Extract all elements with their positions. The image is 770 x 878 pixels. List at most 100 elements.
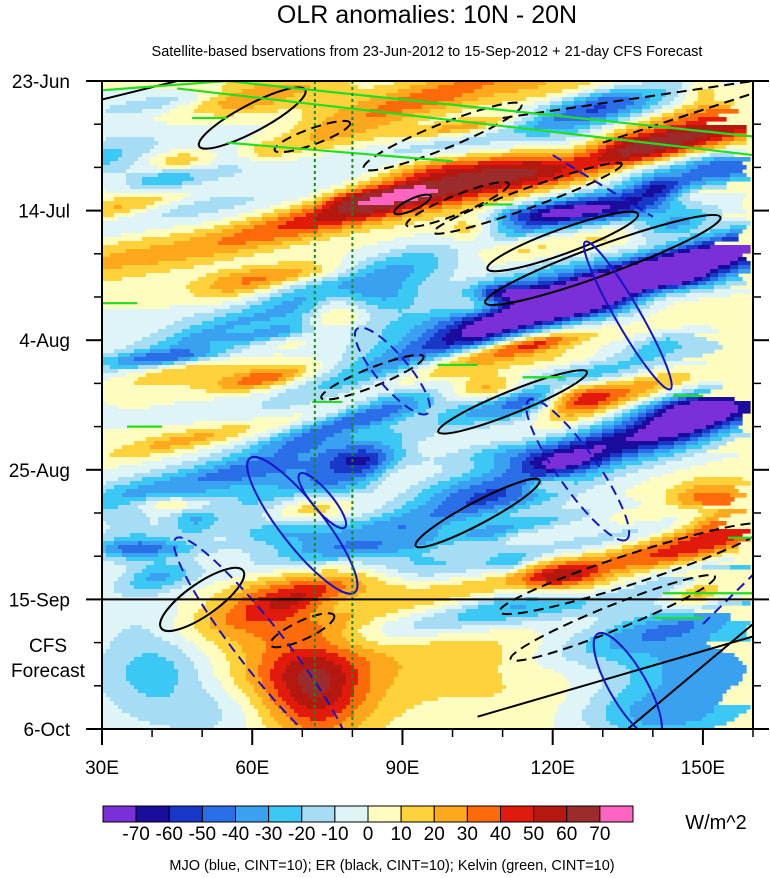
olr-cell (298, 509, 327, 514)
olr-cell (286, 277, 299, 282)
olr-cell (726, 593, 743, 598)
olr-cell (526, 573, 535, 578)
contour-ellipse (486, 210, 640, 273)
olr-cell (306, 593, 323, 598)
olr-cell (342, 257, 367, 262)
olr-cell (270, 297, 295, 302)
olr-cell (190, 325, 215, 330)
olr-cell (306, 281, 323, 286)
olr-cell (626, 465, 655, 470)
olr-cell (666, 393, 675, 398)
olr-cell (354, 361, 371, 366)
olr-cell (298, 701, 335, 706)
olr-cell (510, 209, 519, 214)
olr-cell (254, 225, 279, 230)
olr-cell (430, 497, 447, 502)
olr-cell (570, 361, 591, 366)
olr-cell (526, 585, 571, 590)
olr-cell (286, 685, 303, 690)
olr-cell (186, 653, 207, 658)
olr-cell (514, 357, 555, 362)
olr-cell (546, 401, 551, 406)
olr-cell (102, 577, 119, 582)
olr-cell (618, 589, 671, 594)
olr-cell (102, 309, 215, 314)
olr-cell (414, 497, 431, 502)
olr-cell (490, 157, 575, 162)
olr-cell (162, 473, 187, 478)
olr-cell (358, 725, 387, 729)
olr-cell (666, 185, 675, 190)
olr-cell (542, 569, 555, 574)
olr-cell (286, 469, 307, 474)
olr-cell (254, 633, 323, 638)
olr-cell (554, 721, 587, 726)
olr-cell (418, 401, 435, 406)
olr-cell (690, 113, 719, 118)
olr-cell (326, 417, 335, 422)
olr-cell (102, 553, 107, 558)
olr-cell (346, 637, 367, 642)
olr-cell (370, 621, 387, 626)
olr-cell (342, 229, 371, 234)
olr-cell (102, 125, 263, 130)
olr-cell (358, 405, 371, 410)
olr-cell (102, 385, 191, 390)
olr-cell (554, 117, 591, 122)
olr-cell (350, 81, 395, 86)
olr-cell (710, 433, 719, 438)
olr-cell (666, 133, 707, 138)
olr-cell (146, 577, 167, 582)
olr-cell (654, 385, 671, 390)
olr-cell (506, 261, 543, 266)
olr-cell (298, 369, 307, 374)
olr-cell (258, 449, 279, 454)
olr-cell (550, 325, 563, 330)
olr-cell (522, 181, 543, 186)
olr-cell (418, 493, 435, 498)
olr-cell (594, 273, 707, 278)
olr-cell (654, 161, 667, 166)
olr-cell (478, 601, 495, 606)
olr-cell (706, 273, 711, 278)
olr-cell (530, 217, 571, 222)
olr-cell (230, 673, 247, 678)
olr-cell (290, 693, 311, 698)
olr-cell (274, 209, 291, 214)
olr-cell (226, 653, 247, 658)
olr-cell (622, 309, 631, 314)
olr-cell (122, 709, 223, 714)
olr-cell (106, 549, 123, 554)
olr-cell (454, 273, 487, 278)
olr-cell (446, 333, 463, 338)
olr-cell (274, 497, 295, 502)
olr-cell (102, 445, 123, 450)
olr-cell (350, 617, 375, 622)
olr-cell (446, 169, 483, 174)
olr-cell (702, 185, 727, 190)
olr-cell (606, 713, 631, 718)
olr-cell (378, 393, 395, 398)
olr-cell (582, 573, 591, 578)
olr-cell (618, 305, 623, 310)
olr-cell (586, 469, 599, 474)
olr-cell (506, 493, 523, 498)
olr-cell (106, 481, 131, 486)
olr-cell (678, 285, 687, 290)
olr-cell (506, 529, 519, 534)
olr-cell (314, 197, 323, 202)
olr-cell (510, 305, 603, 310)
olr-cell (686, 449, 707, 454)
olr-cell (498, 125, 507, 130)
olr-cell (422, 149, 471, 154)
olr-cell (542, 501, 567, 506)
olr-cell (462, 197, 479, 202)
olr-cell (638, 129, 655, 134)
olr-cell (102, 705, 119, 710)
olr-cell (362, 645, 503, 650)
olr-cell (262, 525, 363, 530)
olr-cell (354, 141, 395, 146)
olr-cell (534, 385, 551, 390)
olr-cell (150, 245, 259, 250)
olr-cell (490, 233, 507, 238)
